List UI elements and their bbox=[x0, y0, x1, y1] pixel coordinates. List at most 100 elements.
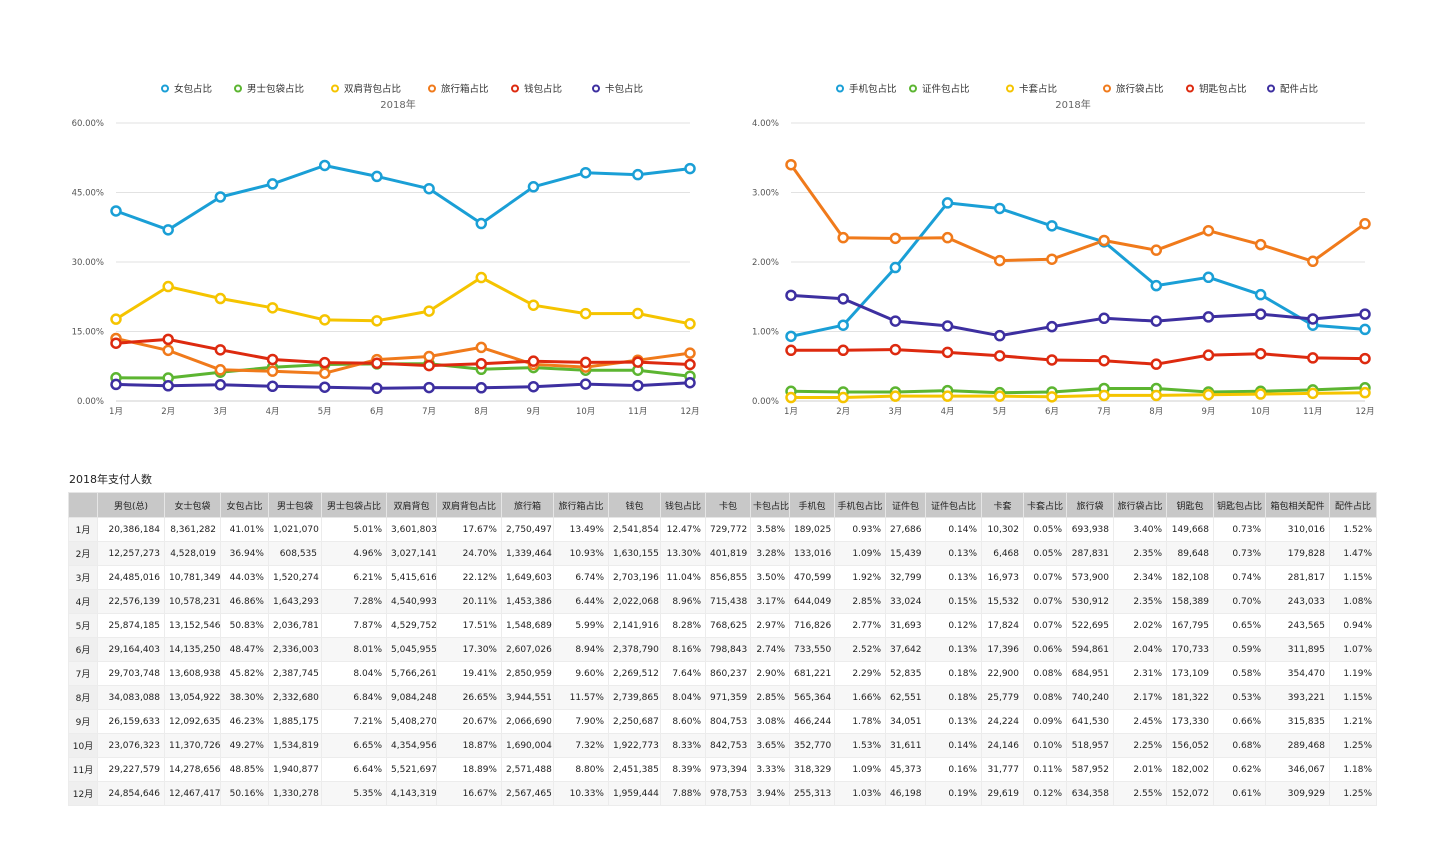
table-cell: 41.01% bbox=[220, 517, 269, 542]
table-cell: 2.31% bbox=[1113, 661, 1167, 686]
table-cell: 32,799 bbox=[885, 565, 926, 590]
table-cell: 10,781,349 bbox=[164, 565, 221, 590]
data-point bbox=[1359, 323, 1371, 336]
table-cell: 17.67% bbox=[436, 517, 502, 542]
series-line bbox=[789, 348, 1367, 366]
legend-label: 钱包占比 bbox=[524, 83, 562, 95]
series-line bbox=[114, 276, 692, 326]
table-cell: 2.35% bbox=[1113, 541, 1167, 566]
table-cell: 2,739,865 bbox=[608, 685, 661, 710]
table-cell: 644,049 bbox=[789, 589, 835, 614]
table-cell: 587,952 bbox=[1066, 757, 1114, 782]
table-cell: 287,831 bbox=[1066, 541, 1114, 566]
data-point bbox=[1254, 238, 1267, 251]
table-cell: 466,244 bbox=[789, 709, 835, 734]
table-cell: 1.78% bbox=[834, 709, 886, 734]
table-cell: 31,611 bbox=[885, 733, 926, 758]
legend-item: 男士包袋占比 bbox=[234, 83, 304, 95]
table-cell: 4,540,993 bbox=[386, 589, 437, 614]
data-point bbox=[423, 381, 435, 394]
table-cell: 1.92% bbox=[834, 565, 886, 590]
table-cell: 1.15% bbox=[1329, 685, 1377, 710]
data-point bbox=[214, 292, 227, 305]
table-cell: 3.08% bbox=[750, 709, 790, 734]
legend-swatch-icon bbox=[1267, 84, 1275, 93]
legend-item: 配件占比 bbox=[1267, 83, 1318, 95]
table-cell: 2.77% bbox=[834, 613, 886, 638]
table-cell: 401,819 bbox=[705, 541, 751, 566]
legend-label: 证件包占比 bbox=[922, 83, 970, 95]
series-line bbox=[114, 164, 692, 232]
table-cell: 0.12% bbox=[1023, 781, 1067, 806]
table-cell: 38.30% bbox=[220, 685, 269, 710]
y-tick-label: 4.00% bbox=[752, 119, 779, 129]
table-cell: 856,855 bbox=[705, 565, 751, 590]
y-tick-label: 1.00% bbox=[752, 328, 779, 338]
table-cell: 3,027,141 bbox=[386, 541, 437, 566]
legend-label: 配件占比 bbox=[1280, 83, 1318, 95]
table-cell: 1.03% bbox=[834, 781, 886, 806]
table-cell: 289,468 bbox=[1265, 733, 1330, 758]
table-cell: 522,695 bbox=[1066, 613, 1114, 638]
x-tick-label: 9月 bbox=[1201, 407, 1215, 417]
table-cell: 29,164,403 bbox=[97, 637, 165, 662]
data-point bbox=[889, 343, 902, 356]
table-cell: 310,016 bbox=[1265, 517, 1330, 542]
legend-label: 男士包袋占比 bbox=[247, 83, 304, 95]
table-cell: 20.11% bbox=[436, 589, 502, 614]
table-cell: 8.04% bbox=[321, 661, 387, 686]
table-cell: 0.08% bbox=[1023, 661, 1067, 686]
legend-item: 证件包占比 bbox=[909, 83, 970, 95]
x-tick-label: 5月 bbox=[318, 407, 332, 417]
x-tick-label: 11月 bbox=[1303, 407, 1322, 417]
x-tick-label: 6月 bbox=[370, 407, 384, 417]
table-cell: 18.87% bbox=[436, 733, 502, 758]
table-cell: 4,143,319 bbox=[386, 781, 437, 806]
table-cell: 0.13% bbox=[925, 565, 982, 590]
table-cell: 641,530 bbox=[1066, 709, 1114, 734]
column-header: 箱包相关配件 bbox=[1265, 492, 1330, 518]
y-tick-label: 3.00% bbox=[752, 189, 779, 199]
data-point bbox=[527, 355, 540, 367]
column-header: 钥匙包 bbox=[1166, 492, 1214, 518]
table-cell: 3.94% bbox=[750, 781, 790, 806]
table-cell: 978,753 bbox=[705, 781, 751, 806]
table-cell: 768,625 bbox=[705, 613, 751, 638]
table-cell: 50.16% bbox=[220, 781, 269, 806]
table-cell: 2,141,916 bbox=[608, 613, 661, 638]
table-cell: 2,066,690 bbox=[501, 709, 554, 734]
legend-swatch-icon bbox=[428, 84, 436, 93]
table-cell: 243,033 bbox=[1265, 589, 1330, 614]
x-tick-label: 1月 bbox=[109, 407, 123, 417]
table-cell: 20,386,184 bbox=[97, 517, 165, 542]
table-cell: 2,332,680 bbox=[268, 685, 322, 710]
table-cell: 11.04% bbox=[660, 565, 706, 590]
table-cell: 842,753 bbox=[705, 733, 751, 758]
data-point bbox=[1150, 279, 1163, 292]
table-cell: 0.06% bbox=[1023, 637, 1067, 662]
table-cell: 20.67% bbox=[436, 709, 502, 734]
table-cell: 8.39% bbox=[660, 757, 706, 782]
table-cell: 0.11% bbox=[1023, 757, 1067, 782]
table-cell: 6,468 bbox=[981, 541, 1024, 566]
column-header: 卡套占比 bbox=[1023, 492, 1067, 518]
table-cell: 7.28% bbox=[321, 589, 387, 614]
table-cell: 2.85% bbox=[750, 685, 790, 710]
table-cell: 2,451,385 bbox=[608, 757, 661, 782]
table-cell: 2,703,196 bbox=[608, 565, 661, 590]
table-cell: 8,361,282 bbox=[164, 517, 221, 542]
table-cell: 0.70% bbox=[1213, 589, 1266, 614]
table-cell: 2.74% bbox=[750, 637, 790, 662]
data-point bbox=[1046, 320, 1058, 333]
table-cell: 2.02% bbox=[1113, 613, 1167, 638]
table-cell: 3.58% bbox=[750, 517, 790, 542]
table-cell: 0.94% bbox=[1329, 613, 1377, 638]
data-point bbox=[266, 365, 279, 377]
table-cell: 133,016 bbox=[789, 541, 835, 566]
table-cell: 733,550 bbox=[789, 637, 835, 662]
table-cell: 4,528,019 bbox=[164, 541, 221, 566]
table-cell: 2.04% bbox=[1113, 637, 1167, 662]
data-point bbox=[1307, 255, 1319, 268]
table-cell: 9.60% bbox=[553, 661, 609, 686]
table-cell: 2.17% bbox=[1113, 685, 1167, 710]
